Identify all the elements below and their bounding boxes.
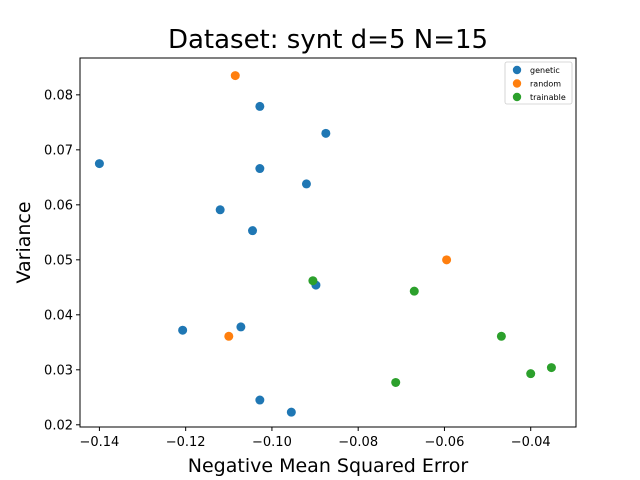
data-point-random [224, 331, 234, 341]
data-point-genetic [286, 407, 296, 417]
x-axis-ticks: −0.14 −0.12 −0.10 −0.08 −0.06 −0.04 [79, 427, 551, 450]
data-point-genetic [248, 226, 258, 236]
y-axis-ticks: 0.02 0.03 0.04 0.05 0.06 0.07 0.08 [44, 88, 80, 433]
y-tick-label: 0.05 [44, 253, 73, 268]
data-point-genetic [255, 164, 265, 174]
x-tick-label: −0.06 [425, 435, 465, 450]
x-tick-label: −0.10 [252, 435, 292, 450]
y-axis-title: Variance [13, 201, 35, 283]
legend-entries: genetic random trainable [512, 65, 566, 102]
data-point-trainable [496, 331, 506, 341]
data-point-trainable [391, 377, 401, 387]
data-point-genetic [94, 159, 104, 169]
x-axis-title: Negative Mean Squared Error [188, 455, 469, 477]
y-tick-label: 0.08 [44, 88, 73, 103]
plot-area [79, 57, 577, 428]
y-tick-label: 0.02 [44, 418, 73, 433]
data-point-random [442, 255, 452, 265]
legend-label-trainable: trainable [530, 93, 566, 102]
data-point-genetic [255, 101, 265, 111]
legend-label-random: random [530, 80, 561, 89]
legend-box [504, 61, 573, 105]
x-tick-label: −0.08 [338, 435, 378, 450]
y-tick-label: 0.03 [44, 363, 73, 378]
legend: genetic random trainable [504, 61, 573, 105]
x-tick-label: −0.14 [79, 435, 119, 450]
legend-marker-genetic [512, 65, 522, 75]
series-trainable [308, 276, 556, 387]
legend-marker-random [512, 79, 522, 88]
data-point-genetic [178, 325, 188, 335]
data-point-random [230, 71, 240, 81]
chart-title: Dataset: synt d=5 N=15 [168, 25, 488, 55]
data-point-genetic [236, 322, 246, 332]
y-tick-label: 0.07 [44, 143, 73, 158]
data-point-trainable [526, 369, 536, 379]
data-point-genetic [301, 179, 311, 189]
data-point-genetic [255, 395, 265, 405]
y-tick-label: 0.04 [44, 308, 73, 323]
series-random [224, 71, 452, 341]
y-tick-label: 0.06 [44, 198, 73, 213]
legend-label-genetic: genetic [530, 66, 560, 75]
data-point-genetic [321, 128, 331, 138]
data-point-trainable [409, 286, 419, 296]
data-point-trainable [546, 363, 556, 373]
legend-marker-trainable [512, 92, 522, 102]
axes-frame [79, 57, 577, 428]
series-genetic [94, 101, 331, 417]
data-points [94, 71, 556, 417]
data-point-genetic [215, 205, 225, 215]
data-point-trainable [308, 276, 318, 286]
x-tick-label: −0.04 [511, 435, 551, 450]
x-tick-label: −0.12 [166, 435, 206, 450]
